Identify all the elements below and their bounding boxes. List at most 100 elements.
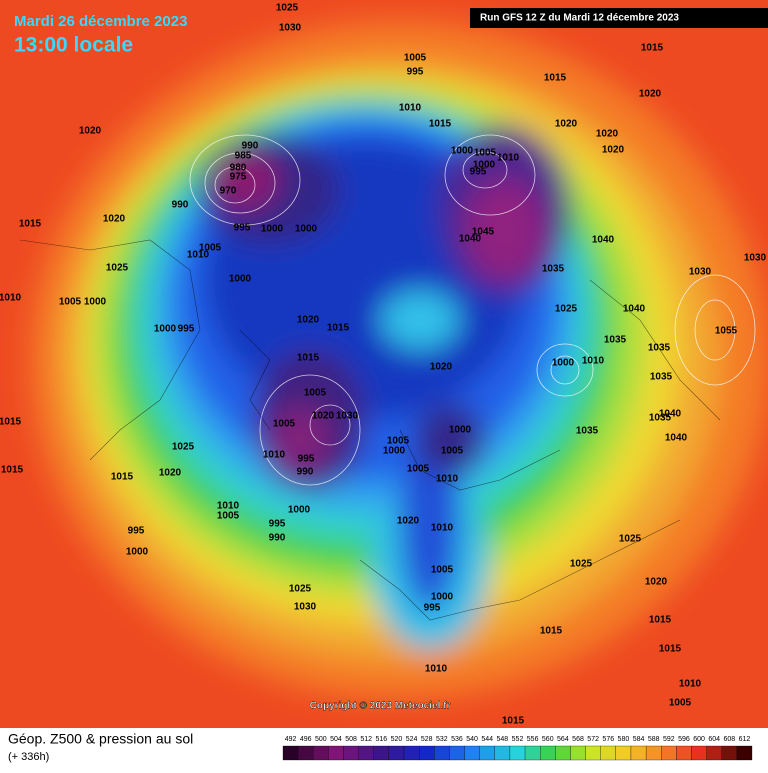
scale-label: 560 (542, 736, 554, 743)
scale-swatch (464, 745, 480, 761)
footer: Géop. Z500 & pression au sol (+ 336h) 49… (0, 728, 768, 768)
isobar-label: 1015 (0, 417, 22, 428)
scale-label: 532 (436, 736, 448, 743)
isobar-label: 1055 (715, 326, 738, 337)
isobar-label: 1005 (304, 388, 327, 399)
isobar-label: 1000 (431, 592, 454, 603)
scale-swatch (736, 745, 753, 761)
scale-label: 568 (572, 736, 584, 743)
isobar-label: 1045 (472, 227, 495, 238)
isobar-label: 1025 (172, 442, 195, 453)
isobar-label: 1020 (159, 468, 182, 479)
isobar-label: 1010 (217, 501, 240, 512)
scale-label: 552 (512, 736, 524, 743)
run-box (470, 8, 768, 28)
scale-swatch (282, 745, 299, 761)
isobar-label: 1015 (327, 323, 350, 334)
scale-swatch (494, 745, 511, 761)
scale-swatch (721, 745, 738, 761)
scale-label: 524 (406, 736, 418, 743)
scale-swatch (570, 745, 586, 761)
isobar-label: 1000 (154, 324, 177, 335)
scale-swatch (358, 745, 374, 761)
isobar-label: 1010 (582, 356, 605, 367)
isobar-label: 1035 (604, 335, 627, 346)
isobar-label: 1015 (540, 626, 563, 637)
scale-swatch (585, 745, 601, 761)
isobar-label: 1015 (502, 716, 525, 727)
isobar-label: 1030 (279, 23, 302, 34)
isobar-label: 995 (234, 223, 251, 234)
isobar-label: 1000 (451, 146, 474, 157)
isobar-label: 990 (242, 141, 259, 152)
isobar-label: 1015 (659, 644, 682, 655)
time-title: 13:00 locale (14, 34, 133, 57)
scale-label: 584 (633, 736, 645, 743)
isobar-label: 1000 (229, 274, 252, 285)
isobar-label: 1000 (261, 224, 284, 235)
scale-label: 548 (497, 736, 509, 743)
isobar-label: 1020 (297, 315, 320, 326)
isobar-label: 1000 (84, 297, 107, 308)
isobar-label: 975 (230, 172, 247, 183)
header: Mardi 26 décembre 2023 13:00 locale Run … (14, 8, 768, 712)
scale-label: 604 (708, 736, 720, 743)
isobar-label: 995 (470, 167, 487, 178)
scale-label: 540 (466, 736, 478, 743)
isobar-label: 1025 (555, 304, 578, 315)
isobar-label: 1005 (441, 446, 464, 457)
isobar-label: 1040 (665, 433, 688, 444)
isobar-label: 1035 (542, 264, 565, 275)
isobar-label: 1020 (645, 577, 668, 588)
isobar-label: 1010 (0, 293, 22, 304)
coastlines (19, 239, 721, 621)
scale-swatch (691, 745, 707, 761)
scale-label: 564 (557, 736, 569, 743)
isobar-labels: 1025 1030 1015 1020 1005 995 1015 1010 1015 1020 1… (0, 3, 767, 727)
color-contours (30, 20, 768, 700)
isobar-label: 1035 (649, 413, 672, 424)
isobar-label: 990 (297, 467, 314, 478)
scale-swatch (434, 745, 450, 761)
isobar-label: 1025 (106, 263, 129, 274)
isobar-label: 1020 (103, 214, 126, 225)
isobar-label: 995 (269, 519, 286, 530)
isobar-label: 1030 (689, 267, 712, 278)
scale-label: 492 (285, 736, 297, 743)
scale-swatch (676, 745, 692, 761)
isobar-label: 1000 (383, 446, 406, 457)
scale-swatch (630, 745, 647, 761)
isobar-label: 1000 (126, 547, 149, 558)
isobar-label: 995 (298, 454, 315, 465)
isobar-label: 1010 (399, 103, 422, 114)
scale-label: 588 (648, 736, 660, 743)
run-info: Run GFS 12 Z du Mardi 12 décembre 2023 (480, 13, 679, 24)
isobar-label: 1020 (596, 129, 619, 140)
date-title: Mardi 26 décembre 2023 (14, 13, 187, 30)
isobar-label: 1025 (570, 559, 593, 570)
scale-label: 544 (481, 736, 493, 743)
isobar-label: 1010 (436, 474, 459, 485)
isobar-label: 1005 (669, 698, 692, 709)
isobar-label: 1005 (217, 511, 240, 522)
isobar-label: 1020 (639, 89, 662, 100)
isobar-label: 1020 (79, 126, 102, 137)
isobar-label: 1040 (459, 234, 482, 245)
isobar-label: 1000 (295, 224, 318, 235)
isobar-label: 1040 (592, 235, 615, 246)
isobar-label: 1015 (297, 353, 320, 364)
scale-swatch (388, 745, 405, 761)
isobar-label: 1020 (397, 516, 420, 527)
scale-label: 576 (602, 736, 614, 743)
scale-label: 556 (527, 736, 539, 743)
isobar-label: 1030 (336, 411, 359, 422)
scale-swatch (706, 745, 722, 761)
scale-swatch (509, 745, 526, 761)
scale-label: 500 (315, 736, 327, 743)
isobar-label: 1015 (649, 615, 672, 626)
scale-swatch (419, 745, 435, 761)
isobar-label: 1000 (552, 358, 575, 369)
scale-swatch (479, 745, 495, 761)
isobar-label: 980 (230, 163, 247, 174)
